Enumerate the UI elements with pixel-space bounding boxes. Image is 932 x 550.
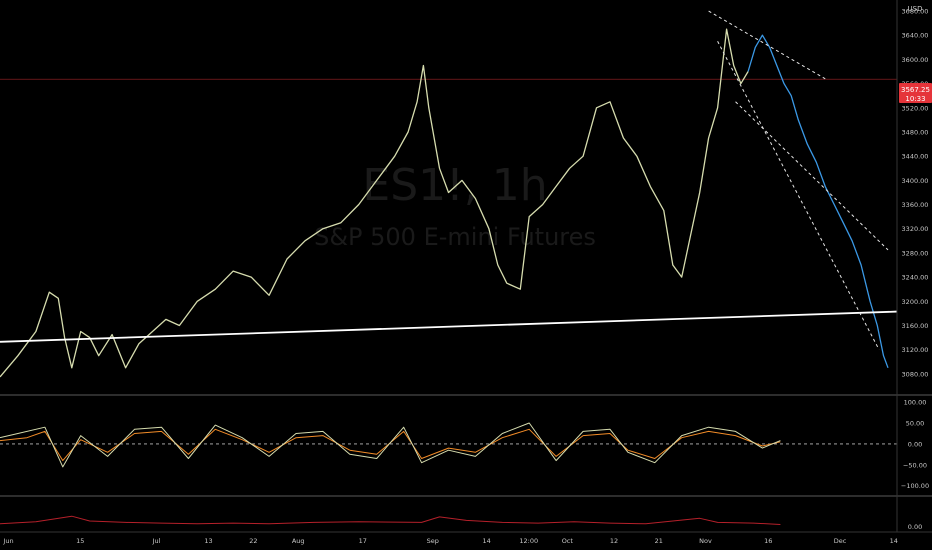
time-tick-label: Sep xyxy=(427,537,439,545)
price-series-1[interactable] xyxy=(747,34,889,369)
price-tick-label: 3400.00 xyxy=(902,177,929,185)
oscillator-series-0[interactable] xyxy=(0,428,781,462)
volatility-series-0[interactable] xyxy=(0,515,781,525)
price-axis[interactable]: 3080.00 3120.00 3160.00 3200.00 3240.00 3280.… xyxy=(902,8,929,379)
oscillator-axis[interactable]: 100.00 50.00 0.00 −50.00 −100.00 xyxy=(901,399,929,490)
time-tick-label: Aug xyxy=(292,537,305,545)
time-axis[interactable]: Jun 15 Jul 13 22 Aug 17 Sep 14 12:00 Oct 12 21 Nov 16 D… xyxy=(2,537,898,545)
price-tick-label: 3320.00 xyxy=(902,225,929,233)
watermark-name: S&P 500 E-mini Futures xyxy=(314,223,596,251)
price-tick-label: 3520.00 xyxy=(902,104,929,112)
volatility-panel[interactable] xyxy=(0,515,781,525)
channel-line-1[interactable] xyxy=(708,10,826,80)
price-tick-label: 3680.00 xyxy=(902,8,929,16)
time-tick-label: Nov xyxy=(699,537,712,545)
price-tick-label: 3120.00 xyxy=(902,346,929,354)
time-tick-label: Jul xyxy=(152,537,161,545)
time-tick-label: 14 xyxy=(482,537,490,545)
time-tick-label: Oct xyxy=(562,537,574,545)
price-tick-label: 3600.00 xyxy=(902,56,929,64)
watermark-symbol: ES1!, 1h xyxy=(362,160,547,211)
time-tick-label: Dec xyxy=(834,537,847,545)
last-price-value: 3567.25 xyxy=(901,86,930,94)
price-tick-label: 3440.00 xyxy=(902,153,929,161)
oscillator-series-1[interactable] xyxy=(0,422,781,468)
price-tick-label: 3200.00 xyxy=(902,298,929,306)
price-tick-label: 3240.00 xyxy=(902,274,929,282)
price-series-0[interactable] xyxy=(0,28,749,378)
time-tick-label: 12 xyxy=(610,537,618,545)
last-price-tag: 3567.25 10:33 xyxy=(899,83,932,103)
price-tick-label: 3480.00 xyxy=(902,128,929,136)
time-tick-label: 12:00 xyxy=(519,537,538,545)
price-tick-label: 3360.00 xyxy=(902,201,929,209)
volatility-tick-label: 0.00 xyxy=(908,523,922,531)
time-tick-label: 13 xyxy=(204,537,212,545)
time-tick-label: 16 xyxy=(764,537,772,545)
price-tick-label: 3640.00 xyxy=(902,32,929,40)
volatility-axis[interactable]: 0.00 xyxy=(908,523,922,531)
currency-label: USD xyxy=(908,5,923,13)
support-trendline[interactable] xyxy=(0,310,898,343)
price-tick-label: 3280.00 xyxy=(902,249,929,257)
price-tick-label: 3080.00 xyxy=(902,370,929,378)
oscillator-tick-label: 50.00 xyxy=(906,420,925,428)
oscillator-panel[interactable] xyxy=(0,422,897,468)
time-tick-label: 22 xyxy=(249,537,257,545)
time-tick-label: 15 xyxy=(76,537,84,545)
time-tick-label: 14 xyxy=(890,537,898,545)
channel-line-3[interactable] xyxy=(735,101,889,251)
channel-line-2[interactable] xyxy=(717,41,880,350)
oscillator-tick-label: 100.00 xyxy=(904,399,927,407)
price-countdown: 10:33 xyxy=(905,95,925,103)
time-tick-label: 17 xyxy=(359,537,367,545)
oscillator-tick-label: −100.00 xyxy=(901,482,929,490)
oscillator-tick-label: 0.00 xyxy=(908,440,922,448)
time-tick-label: Jun xyxy=(2,537,13,545)
time-tick-label: 21 xyxy=(655,537,663,545)
price-tick-label: 3160.00 xyxy=(902,322,929,330)
price-panel[interactable] xyxy=(0,10,898,378)
oscillator-tick-label: −50.00 xyxy=(903,461,927,469)
